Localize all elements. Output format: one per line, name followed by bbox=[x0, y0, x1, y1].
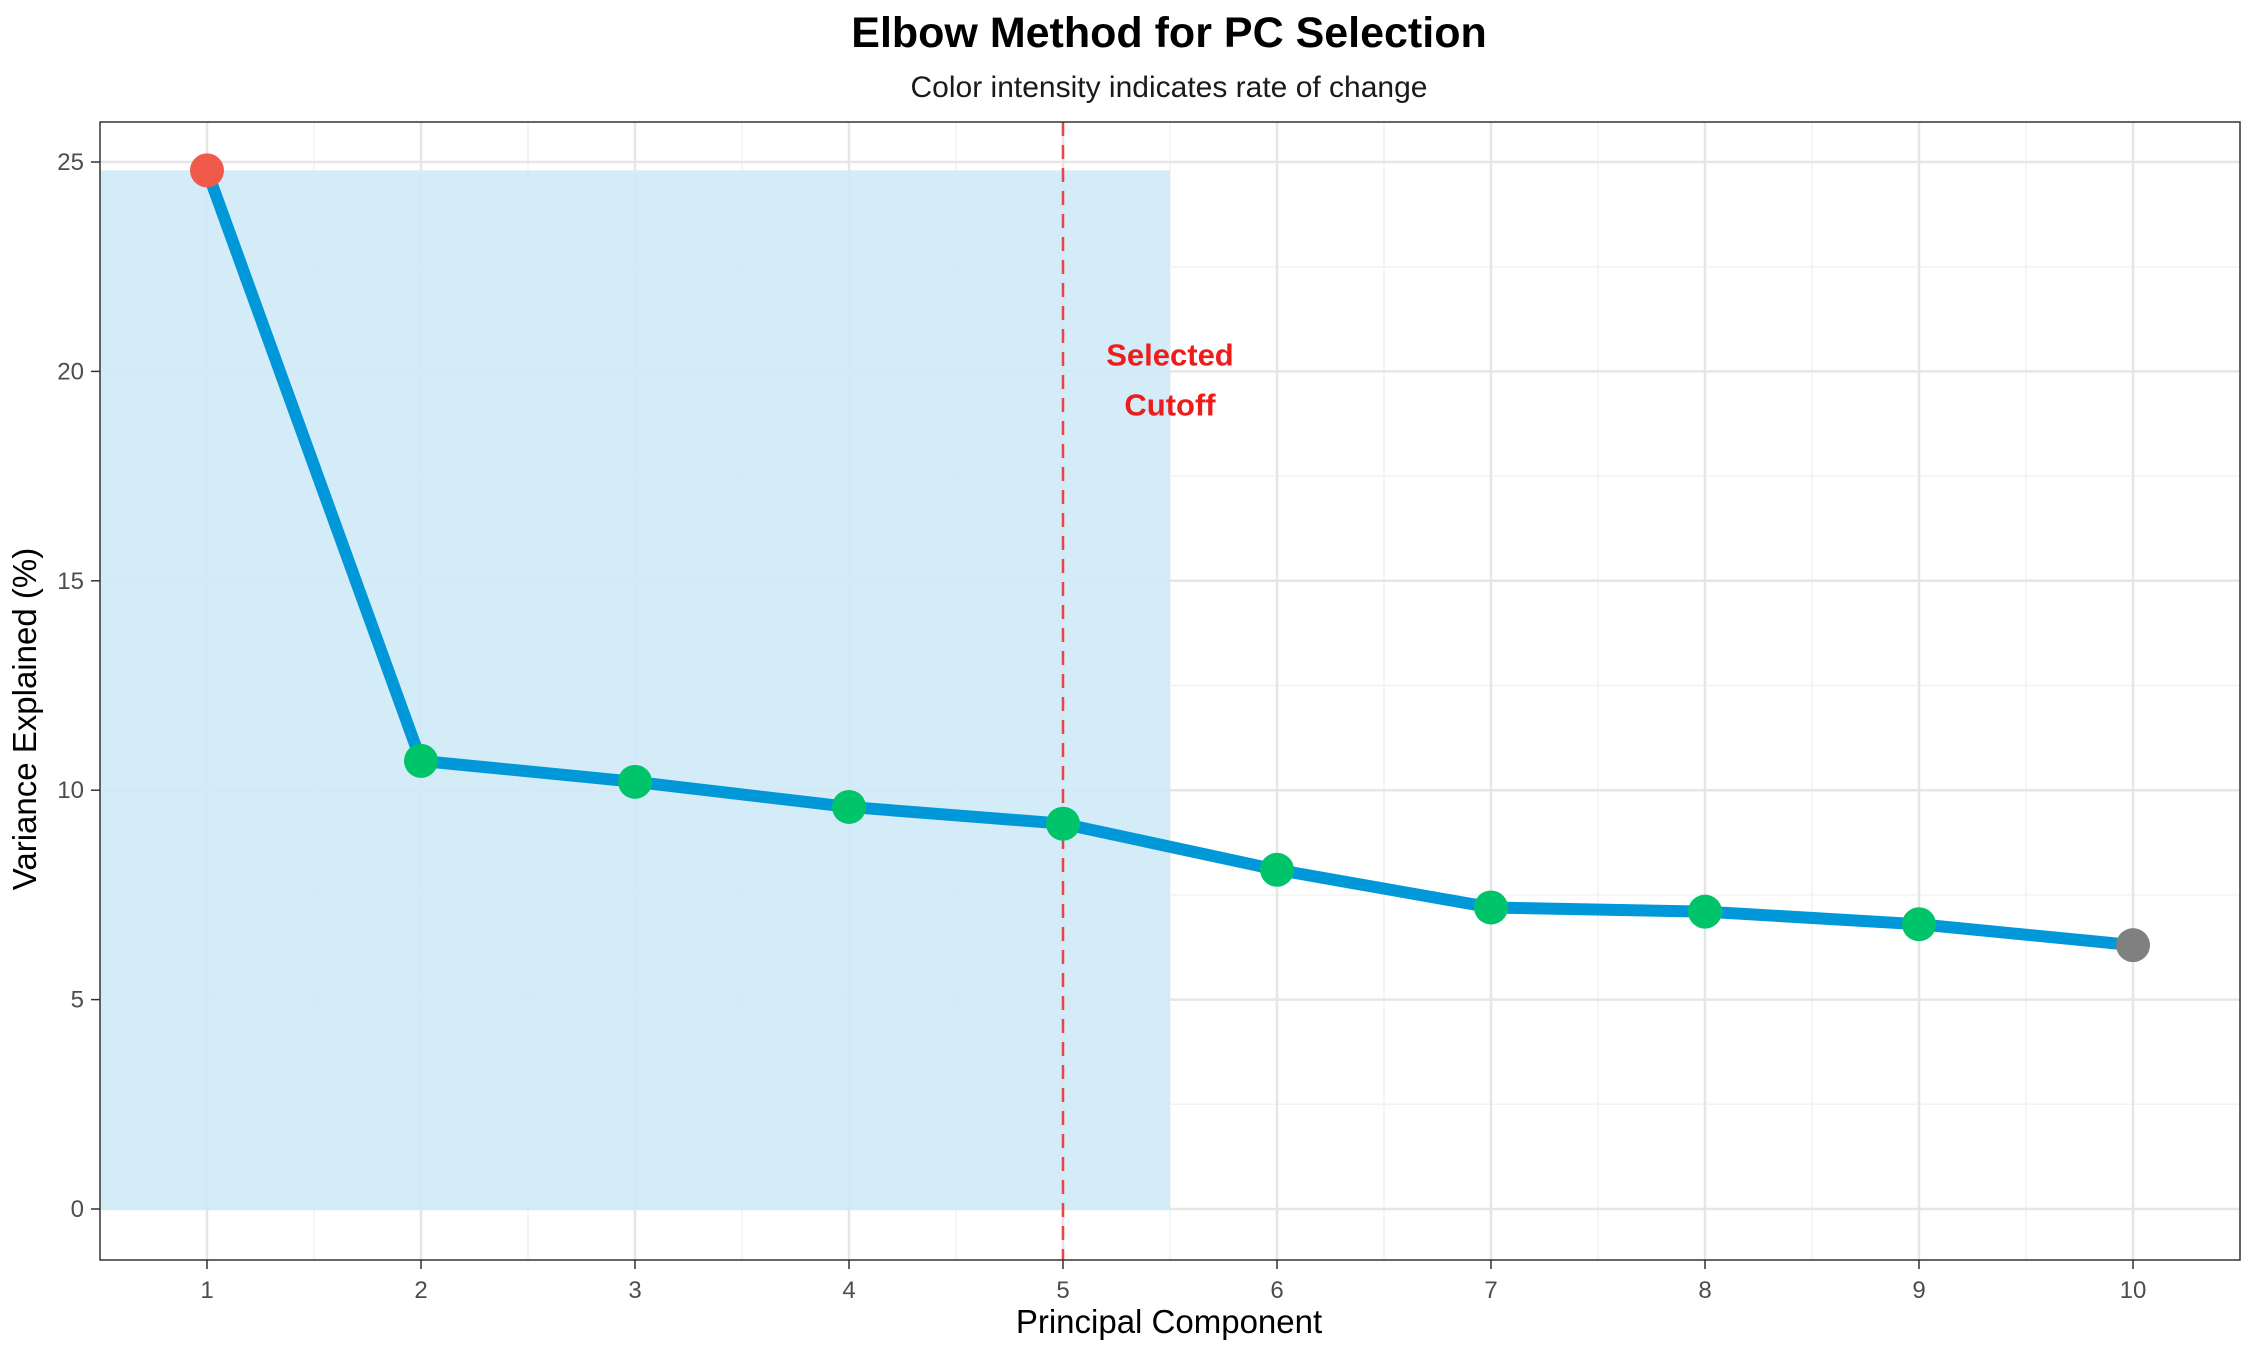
y-tick-label: 15 bbox=[57, 568, 84, 595]
x-tick-label: 6 bbox=[1270, 1277, 1283, 1304]
x-axis-ticks: 1 2 3 4 5 6 7 8 9 10 bbox=[200, 1260, 2146, 1304]
data-point-pc4 bbox=[832, 789, 866, 824]
x-tick-label: 7 bbox=[1484, 1277, 1497, 1304]
x-tick-label: 3 bbox=[628, 1277, 641, 1304]
chart-title: Elbow Method for PC Selection bbox=[851, 9, 1486, 57]
y-axis-ticks: 0 5 10 15 20 25 bbox=[57, 149, 100, 1223]
y-tick-label: 5 bbox=[71, 987, 84, 1014]
y-tick-label: 20 bbox=[57, 358, 84, 385]
data-point-pc9 bbox=[1902, 907, 1936, 942]
y-tick-label: 10 bbox=[57, 777, 84, 804]
y-axis-title: Variance Explained (%) bbox=[6, 548, 43, 890]
x-tick-label: 2 bbox=[414, 1277, 427, 1304]
x-tick-label: 8 bbox=[1698, 1277, 1711, 1304]
data-point-pc3 bbox=[618, 764, 652, 799]
series-line-layer bbox=[201, 164, 2139, 952]
selected-region bbox=[100, 170, 1170, 1210]
data-point-pc8 bbox=[1688, 894, 1722, 929]
x-tick-label: 4 bbox=[842, 1277, 855, 1304]
plot-panel-border bbox=[99, 121, 2241, 1261]
data-point-pc7 bbox=[1474, 890, 1508, 925]
annotation-line-2: Cutoff bbox=[1124, 387, 1216, 422]
data-point-pc5 bbox=[1046, 806, 1080, 841]
highlight-layer bbox=[100, 170, 1170, 1210]
chart-subtitle: Color intensity indicates rate of change bbox=[911, 71, 1428, 104]
x-tick-label: 10 bbox=[2120, 1277, 2147, 1304]
x-tick-label: 1 bbox=[200, 1277, 213, 1304]
annotation-line-1: Selected bbox=[1106, 337, 1234, 372]
annotation-layer: Selected Cutoff bbox=[1106, 337, 1234, 422]
x-tick-label: 5 bbox=[1056, 1277, 1069, 1304]
data-point-layer bbox=[190, 153, 2150, 963]
x-axis-title: Principal Component bbox=[1016, 1303, 1322, 1340]
y-tick-label: 25 bbox=[57, 149, 84, 176]
data-point-pc10 bbox=[2116, 928, 2150, 963]
data-point-pc2 bbox=[404, 743, 438, 778]
data-point-pc1 bbox=[190, 153, 224, 188]
y-tick-label: 0 bbox=[71, 1196, 84, 1223]
data-point-pc6 bbox=[1260, 852, 1294, 887]
series-line bbox=[201, 164, 2139, 952]
x-tick-label: 9 bbox=[1912, 1277, 1925, 1304]
